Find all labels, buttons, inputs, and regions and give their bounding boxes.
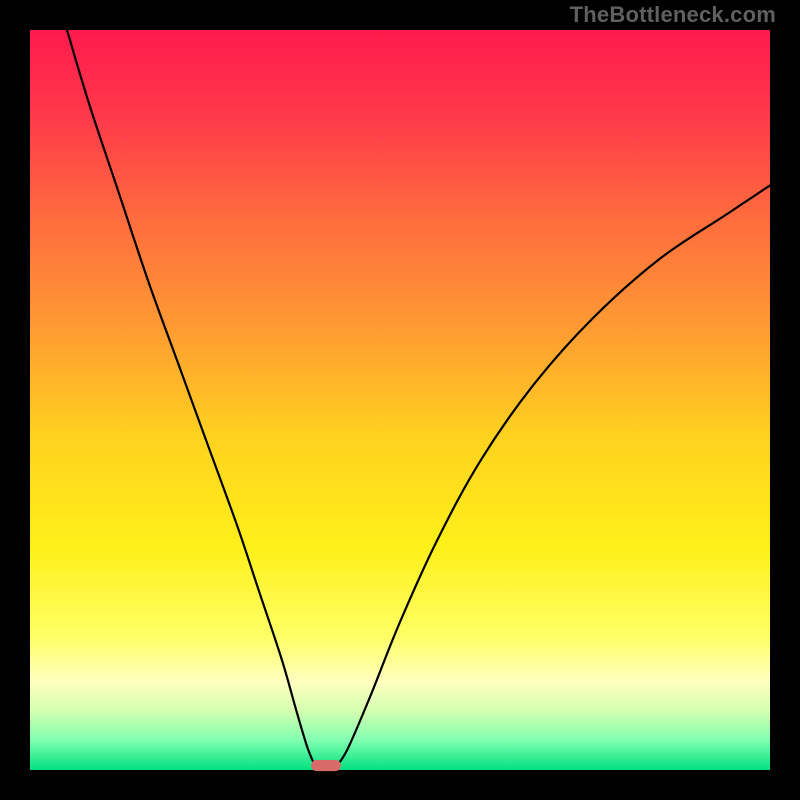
plot-background-gradient — [30, 30, 770, 770]
watermark-text: TheBottleneck.com — [570, 2, 776, 28]
optimum-marker — [311, 760, 341, 771]
chart-container: TheBottleneck.com — [0, 0, 800, 800]
bottleneck-chart — [0, 0, 800, 800]
